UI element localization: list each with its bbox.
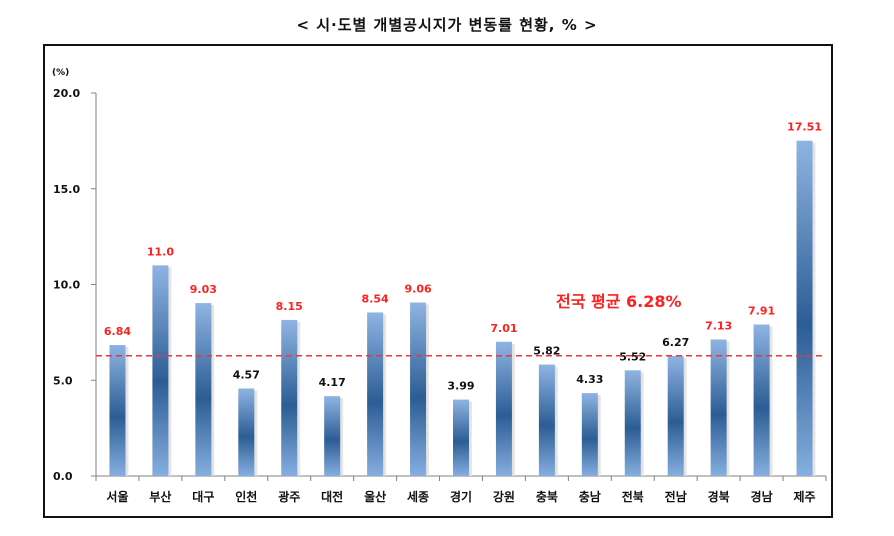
bar-경남 (753, 324, 770, 476)
bar-경북 (710, 339, 727, 476)
category-label: 전남 (665, 489, 687, 504)
bar-대전 (324, 396, 341, 476)
value-label: 4.33 (576, 373, 603, 386)
bar-전북 (624, 370, 641, 476)
bar-전남 (667, 355, 684, 476)
axes: 0.0 5.0 10.0 15.0 20.0 (53, 87, 827, 483)
bar-부산 (152, 265, 169, 476)
y-tick-label: 15.0 (53, 183, 80, 196)
bar-경기 (453, 399, 469, 476)
category-label: 서울 (106, 489, 128, 504)
value-label: 5.52 (619, 350, 646, 363)
bar-제주 (796, 140, 813, 476)
category-label: 대전 (321, 489, 343, 504)
category-label: 부산 (149, 489, 171, 504)
value-label: 17.51 (787, 121, 822, 134)
value-label: 7.91 (748, 305, 775, 318)
category-label: 제주 (793, 490, 815, 504)
bar-충북 (538, 364, 555, 476)
value-labels: 6.84 서울 11.0 부산 9.03 대구 4.57 인천 8.15 광주 4.17 대전 8.54… (104, 121, 822, 504)
category-label: 경남 (751, 489, 773, 504)
y-tick-label: 10.0 (53, 279, 80, 292)
value-label: 8.15 (276, 300, 303, 313)
category-label: 충남 (579, 489, 601, 504)
bar-대구 (195, 303, 212, 476)
category-label: 인천 (235, 489, 257, 504)
category-label: 광주 (278, 489, 300, 504)
value-label: 5.82 (533, 345, 560, 358)
y-unit-label: (%) (52, 68, 69, 78)
value-label: 11.0 (147, 245, 174, 258)
category-label: 전북 (622, 489, 644, 504)
y-tick-label: 20.0 (53, 87, 80, 100)
category-label: 경기 (450, 489, 472, 504)
category-label: 경북 (708, 490, 730, 504)
value-label: 3.99 (447, 380, 474, 393)
category-label: 울산 (364, 489, 386, 504)
value-label: 7.13 (705, 319, 732, 332)
value-label: 6.84 (104, 325, 131, 338)
category-label: 세종 (407, 489, 429, 504)
value-label: 9.03 (190, 283, 217, 296)
bar-서울 (109, 345, 126, 476)
value-label: 4.57 (233, 368, 260, 381)
y-tick-label: 5.0 (53, 374, 73, 387)
bar-충남 (581, 393, 598, 476)
category-label: 강원 (493, 490, 515, 504)
value-label: 4.17 (319, 376, 346, 389)
average-label: 전국 평균 6.28% (556, 292, 682, 311)
value-label: 9.06 (404, 283, 431, 296)
chart-title: < 시·도별 개별공시지가 변동률 현황, % > (296, 16, 598, 34)
value-label: 7.01 (490, 322, 517, 335)
y-tick-label: 0.0 (53, 470, 73, 483)
value-label: 6.27 (662, 336, 689, 349)
bar-울산 (367, 312, 384, 476)
category-label: 충북 (536, 489, 558, 504)
bar-강원 (495, 341, 512, 476)
category-label: 대구 (192, 490, 214, 504)
bars (109, 140, 816, 476)
bar-세종 (410, 302, 427, 476)
chart-frame (43, 44, 833, 518)
bar-인천 (238, 388, 255, 476)
value-label: 8.54 (362, 292, 389, 305)
bar-광주 (281, 319, 298, 476)
